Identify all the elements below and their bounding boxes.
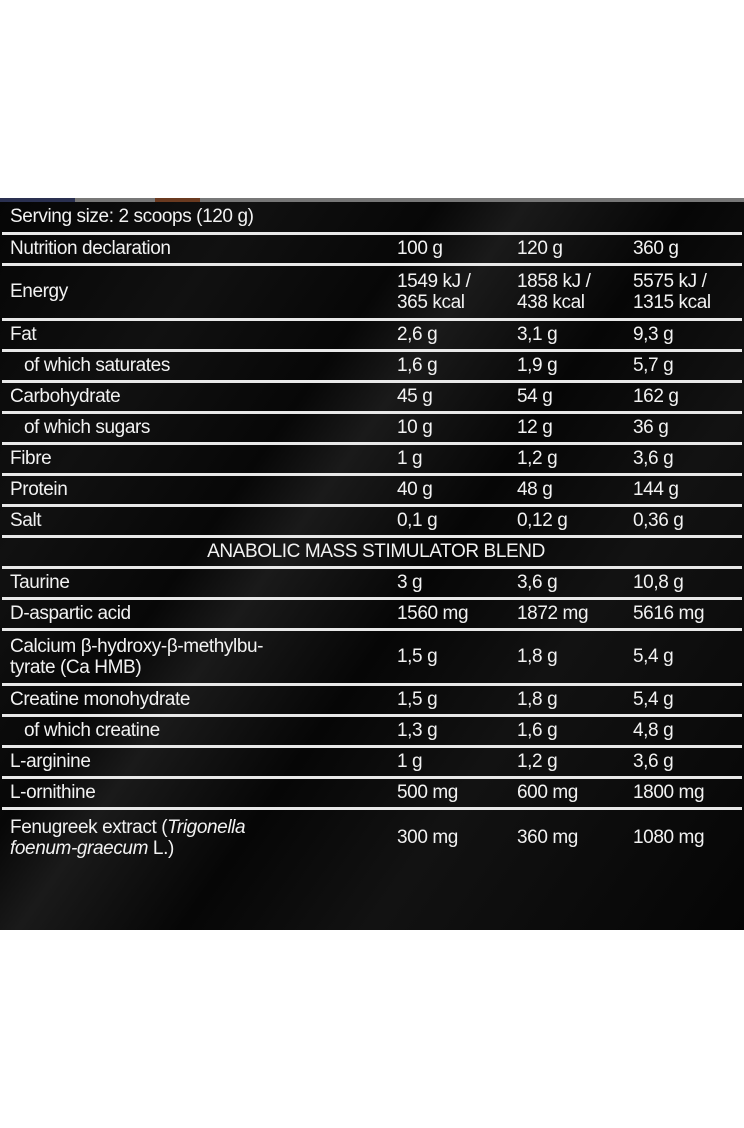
cell: 1,5 g	[397, 689, 438, 710]
cell: 36 g	[633, 417, 669, 438]
cell: 4,8 g	[633, 720, 674, 741]
header-col-120g: 120 g	[517, 238, 563, 259]
top-strip	[0, 198, 744, 202]
table-row: Fat 2,6 g 3,1 g 9,3 g	[2, 319, 742, 350]
row-label: Taurine	[10, 572, 70, 593]
cell: 1,6 g	[517, 720, 558, 741]
blend-title: ANABOLIC MASS STIMULATOR BLEND	[207, 541, 545, 562]
cell: 1872 mg	[517, 603, 589, 624]
cell: 10,8 g	[633, 572, 684, 593]
cell: 1,6 g	[397, 355, 438, 376]
row-label: L-ornithine	[10, 782, 96, 803]
row-label: Creatine monohydrate	[10, 689, 190, 710]
serving-row: Serving size: 2 scoops (120 g)	[2, 202, 742, 233]
cell: 1,8 g	[517, 689, 558, 710]
cell: 1,3 g	[397, 720, 438, 741]
row-label: Protein	[10, 479, 68, 500]
cell: 144 g	[633, 479, 679, 500]
cell: 0,36 g	[633, 510, 684, 531]
cell: 3 g	[397, 572, 423, 593]
cell: 12 g	[517, 417, 553, 438]
table-row: Calcium β-hydroxy-β-methylbu-tyrate (Ca …	[2, 629, 742, 684]
table-row: D-aspartic acid 1560 mg 1872 mg 5616 mg	[2, 598, 742, 629]
cell: 500 mg	[397, 782, 458, 803]
cell: 2,6 g	[397, 324, 438, 345]
table-row: Creatine monohydrate 1,5 g 1,8 g 5,4 g	[2, 684, 742, 715]
row-label: L-arginine	[10, 751, 91, 772]
cell: 1,9 g	[517, 355, 558, 376]
cell: 1,5 g	[397, 646, 438, 667]
row-label: Fenugreek extract (Trigonella foenum-grae…	[10, 816, 246, 859]
row-label: Energy	[10, 281, 68, 302]
header-label: Nutrition declaration	[10, 238, 171, 259]
cell: 5616 mg	[633, 603, 705, 624]
cell: 1,2 g	[517, 751, 558, 772]
cell: 300 mg	[397, 827, 458, 849]
table-row: Fibre 1 g 1,2 g 3,6 g	[2, 443, 742, 474]
cell: 1 g	[397, 448, 423, 469]
cell: 1858 kJ /438 kcal	[517, 270, 591, 313]
table-row: L-arginine 1 g 1,2 g 3,6 g	[2, 746, 742, 777]
row-label: of which creatine	[24, 720, 160, 741]
cell: 3,1 g	[517, 324, 558, 345]
cell: 3,6 g	[633, 448, 674, 469]
row-label: Fat	[10, 324, 37, 345]
cell: 5,4 g	[633, 689, 674, 710]
cell: 360 mg	[517, 827, 578, 849]
table-row: Fenugreek extract (Trigonella foenum-grae…	[2, 808, 742, 866]
row-label: Fibre	[10, 448, 52, 469]
header-col-100g: 100 g	[397, 238, 443, 259]
cell: 10 g	[397, 417, 433, 438]
cell: 48 g	[517, 479, 553, 500]
cell: 1 g	[397, 751, 423, 772]
table-row: Carbohydrate 45 g 54 g 162 g	[2, 381, 742, 412]
cell: 600 mg	[517, 782, 578, 803]
nutrition-table: Serving size: 2 scoops (120 g) Nutrition…	[2, 202, 742, 866]
serving-size: Serving size: 2 scoops (120 g)	[10, 206, 254, 228]
cell: 45 g	[397, 386, 433, 407]
nutrition-panel: Serving size: 2 scoops (120 g) Nutrition…	[0, 202, 744, 930]
cell: 1549 kJ /365 kcal	[397, 270, 471, 313]
cell: 5575 kJ /1315 kcal	[633, 270, 711, 313]
row-label: D-aspartic acid	[10, 603, 131, 624]
cell: 3,6 g	[517, 572, 558, 593]
cell: 1080 mg	[633, 827, 705, 849]
table-row: Taurine 3 g 3,6 g 10,8 g	[2, 567, 742, 598]
cell: 1,2 g	[517, 448, 558, 469]
cell: 1560 mg	[397, 603, 469, 624]
row-label: Salt	[10, 510, 42, 531]
cell: 5,4 g	[633, 646, 674, 667]
table-row: of which creatine 1,3 g 1,6 g 4,8 g	[2, 715, 742, 746]
cell: 40 g	[397, 479, 433, 500]
table-row: of which saturates 1,6 g 1,9 g 5,7 g	[2, 350, 742, 381]
cell: 9,3 g	[633, 324, 674, 345]
table-row: L-ornithine 500 mg 600 mg 1800 mg	[2, 777, 742, 808]
row-label: Carbohydrate	[10, 386, 121, 407]
cell: 1800 mg	[633, 782, 705, 803]
cell: 0,1 g	[397, 510, 438, 531]
row-label: of which saturates	[24, 355, 170, 376]
row-label: Calcium β-hydroxy-β-methylbu-tyrate (Ca …	[10, 635, 264, 678]
table-row: Salt 0,1 g 0,12 g 0,36 g	[2, 505, 742, 536]
cell: 1,8 g	[517, 646, 558, 667]
table-row: of which sugars 10 g 12 g 36 g	[2, 412, 742, 443]
table-row: Protein 40 g 48 g 144 g	[2, 474, 742, 505]
cell: 0,12 g	[517, 510, 568, 531]
cell: 54 g	[517, 386, 553, 407]
header-col-360g: 360 g	[633, 238, 679, 259]
blend-title-row: ANABOLIC MASS STIMULATOR BLEND	[2, 536, 742, 567]
energy-row: Energy 1549 kJ /365 kcal 1858 kJ /438 kc…	[2, 264, 742, 319]
row-label: of which sugars	[24, 417, 151, 438]
cell: 3,6 g	[633, 751, 674, 772]
cell: 5,7 g	[633, 355, 674, 376]
header-row: Nutrition declaration 100 g 120 g 360 g	[2, 233, 742, 264]
cell: 162 g	[633, 386, 679, 407]
